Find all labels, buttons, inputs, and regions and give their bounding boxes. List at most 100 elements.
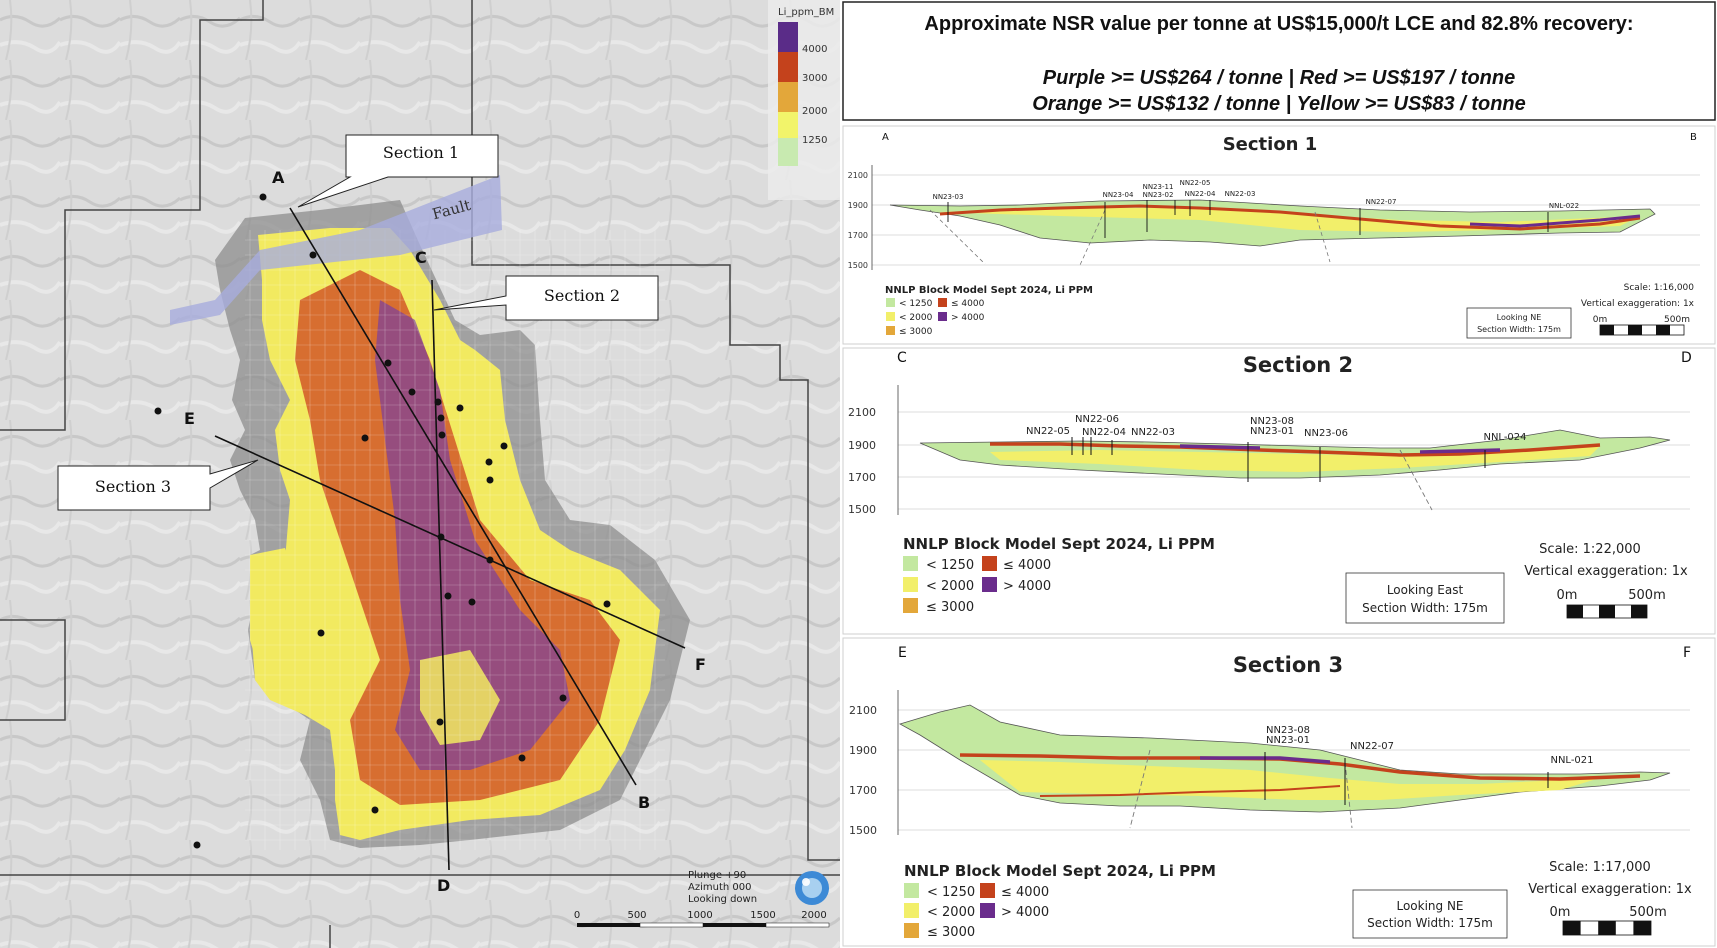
elevation-label: 1900 [848,439,876,452]
point-label-d: D [437,876,450,895]
elevation-label: 2100 [849,704,877,717]
point-label-b: B [638,793,650,812]
map-scale-bar: 0 500 1000 1500 2000 [574,910,830,928]
legend-label: ≤ 3000 [899,327,933,337]
scalebar-end: 500m [1629,905,1666,920]
section-scale: Scale: 1:22,000 [1539,542,1641,557]
model-purple-zone [375,300,570,770]
elevation-label: 1700 [848,471,876,484]
point-label-c: C [415,248,427,267]
hole-label: NN22-07 [1366,198,1397,206]
drill-hole [456,404,464,412]
view-plunge: Plunge +90 [688,870,746,881]
elevation-label: 1500 [849,824,877,837]
scale-tick-1500: 1500 [750,910,775,921]
legend-label: ≤ 4000 [951,299,985,309]
model-patch-yellow [250,548,340,710]
hole-label: NN23-11 [1143,183,1174,191]
section-drillholes [947,200,1549,238]
drill-hole [559,694,567,702]
callout-section-1: Section 1 [297,134,499,208]
hole-label: NN23-04 [1103,191,1134,199]
drill-hole [434,398,442,406]
hole-label: NN23-08 [1266,725,1310,736]
section-width: Section Width: 175m [1362,601,1488,615]
section-title: Section 2 [1243,353,1353,377]
drill-hole [437,533,445,541]
elevation-label: 1500 [848,503,876,516]
section-drillholes [1264,752,1549,805]
cross-section-1: A B Section 1 2100 1900 1700 1500 NN23-0… [842,125,1716,345]
looking-direction: Looking NE [1396,899,1463,913]
section-legend: < 1250 ≤ 4000 < 2000 > 4000 ≤ 3000 [904,883,1049,940]
scale-tick-0: 0 [574,910,580,921]
plan-map: Fault [0,0,840,948]
elevation-label: 2100 [848,171,868,180]
section-right-end: B [1690,132,1697,143]
li-legend-3000: 3000 [802,73,827,84]
section-left-end: C [897,350,907,366]
drill-hole [361,434,369,442]
legend-label: ≤ 3000 [927,925,975,940]
drill-holes [154,193,611,849]
section-drillholes [1071,437,1486,482]
drill-hole [408,388,416,396]
block-model-title: NNLP Block Model Sept 2024, Li PPM [885,285,1093,296]
section-scalebar [1599,324,1685,336]
cross-section-3: E F Section 3 2100 1900 1700 1500 NN23-0… [842,637,1716,947]
hole-label: NN22-05 [1180,179,1211,187]
looking-direction: Looking East [1387,583,1464,597]
li-legend-4000: 4000 [802,44,827,55]
legend-label: < 1250 [899,299,933,309]
drill-hole [500,442,508,450]
section-red-band [939,204,1641,231]
cross-section-2: C D Section 2 2100 1900 1700 1500 NN22-0… [842,347,1716,635]
drill-hole [371,806,379,814]
nsr-box: Approximate NSR value per tonne at US$15… [842,1,1716,121]
section-purple-band [1469,214,1641,228]
hole-label: NN22-04 [1082,427,1126,438]
hole-label: NN22-07 [1350,741,1394,752]
hole-label: NN22-05 [1026,426,1070,437]
scalebar-end: 500m [1628,588,1665,603]
hole-label: NN22-06 [1075,414,1119,425]
scale-tick-500: 500 [627,910,646,921]
section-left-end: A [882,132,889,143]
scalebar-start: 0m [1557,588,1578,603]
nsr-purple-red: Purple >= US$264 / tonne | Red >= US$197… [1043,67,1515,89]
section-scale: Scale: 1:16,000 [1624,283,1695,293]
section-title: Section 3 [1233,653,1343,677]
drill-hole [438,431,446,439]
drill-hole [154,407,162,415]
block-model-title: NNLP Block Model Sept 2024, Li PPM [904,862,1216,880]
section-scale: Scale: 1:17,000 [1549,860,1651,875]
view-info: Plunge +90 Azimuth 000 Looking down [688,870,757,905]
drill-hole [259,193,267,201]
callout-section-2: Section 2 [433,275,659,321]
section-left-end: E [898,645,907,661]
elevation-label: 2100 [848,406,876,419]
scalebar-start: 0m [1593,315,1608,325]
view-looking: Looking down [688,894,757,905]
vertical-exaggeration: Vertical exaggeration: 1x [1524,564,1688,579]
section-faults [1129,749,1353,829]
scalebar-end: 500m [1664,315,1690,325]
legend-label: > 4000 [1003,579,1051,594]
section-yellow-band [980,760,1600,800]
hole-label: NN22-04 [1185,190,1216,198]
legend-label: ≤ 3000 [926,600,974,615]
compass-icon [795,871,829,905]
section-purple-band [1200,756,1331,764]
point-label-a: A [272,168,285,187]
fault-zone [170,175,502,325]
block-grid [245,230,665,850]
legend-label: < 2000 [899,313,933,323]
drill-hole [486,476,494,484]
scale-tick-2000: 2000 [801,910,826,921]
elevation-label: 1700 [848,231,868,240]
section-line-e-f [214,435,686,649]
hole-label: NN23-01 [1250,426,1294,437]
li-legend: Li_ppm_BM 4000 3000 2000 1250 [768,0,840,200]
section-width: Section Width: 175m [1477,325,1561,334]
callout-text: Section 2 [544,286,620,305]
